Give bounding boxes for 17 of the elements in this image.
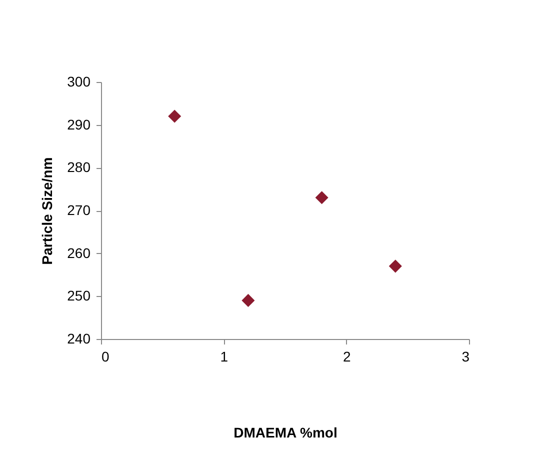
x-axis-title: DMAEMA %mol (234, 424, 338, 440)
x-tick-label: 2 (342, 348, 351, 364)
y-axis-title: Particle Size/nm (39, 157, 56, 265)
y-tick-label: 280 (67, 159, 91, 176)
y-tick-label: 260 (67, 244, 91, 261)
point (242, 294, 255, 307)
y-tick-label: 250 (67, 288, 91, 304)
point (315, 191, 328, 204)
point (168, 110, 182, 123)
y-tick-label: 240 (67, 330, 91, 346)
y-tick-label: 290 (67, 116, 91, 132)
x-tick-label: 3 (462, 348, 470, 364)
x-tick-label: 1 (220, 348, 228, 364)
y-tick-label: 300 (67, 74, 91, 90)
y-tick-label: 270 (67, 202, 91, 218)
x-tick-label: 0 (102, 348, 110, 364)
point (388, 260, 402, 273)
